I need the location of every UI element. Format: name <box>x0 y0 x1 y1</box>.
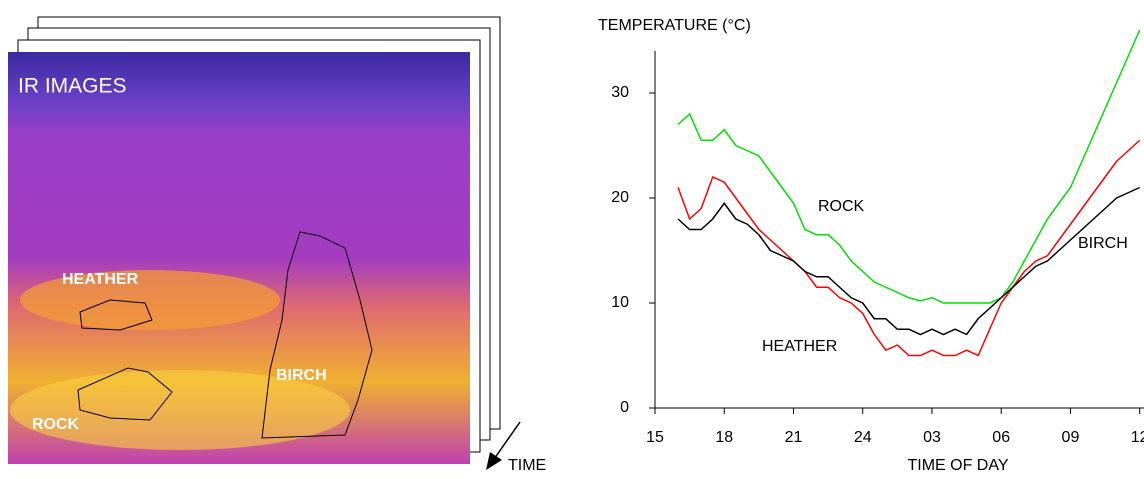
warm-area <box>20 270 280 330</box>
series-label: HEATHER <box>762 338 837 355</box>
series-label: ROCK <box>818 198 865 215</box>
outline <box>77 367 173 421</box>
x-tick-label: 21 <box>785 429 803 446</box>
warm-area <box>10 370 350 450</box>
y-tick-label: 10 <box>611 294 629 311</box>
region-label: ROCK <box>32 416 80 433</box>
image-title: IR IMAGES <box>18 75 127 98</box>
series-line <box>677 186 1141 336</box>
x-tick-label: 03 <box>923 429 941 446</box>
x-tick-label: 09 <box>1062 429 1080 446</box>
arrow-head <box>486 452 502 470</box>
time-label: TIME <box>508 457 546 474</box>
outline <box>79 299 153 331</box>
time-arrow <box>491 421 521 463</box>
y-tick-label: 30 <box>611 84 629 101</box>
y-axis-label: TEMPERATURE (°C) <box>598 17 751 34</box>
series-line <box>677 139 1141 357</box>
y-tick-label: 0 <box>620 399 629 416</box>
outline <box>261 231 373 439</box>
y-tick-label: 20 <box>611 189 629 206</box>
series-label: BIRCH <box>1078 235 1128 252</box>
x-tick-label: 18 <box>715 429 733 446</box>
x-tick-label: 24 <box>854 429 872 446</box>
x-tick-label: 15 <box>646 429 664 446</box>
x-tick-label: 12 <box>1131 429 1144 446</box>
region-label: HEATHER <box>62 271 139 288</box>
x-tick-label: 06 <box>992 429 1010 446</box>
series-line <box>677 29 1141 304</box>
x-axis-label: TIME OF DAY <box>907 457 1008 474</box>
region-label: BIRCH <box>276 367 327 384</box>
